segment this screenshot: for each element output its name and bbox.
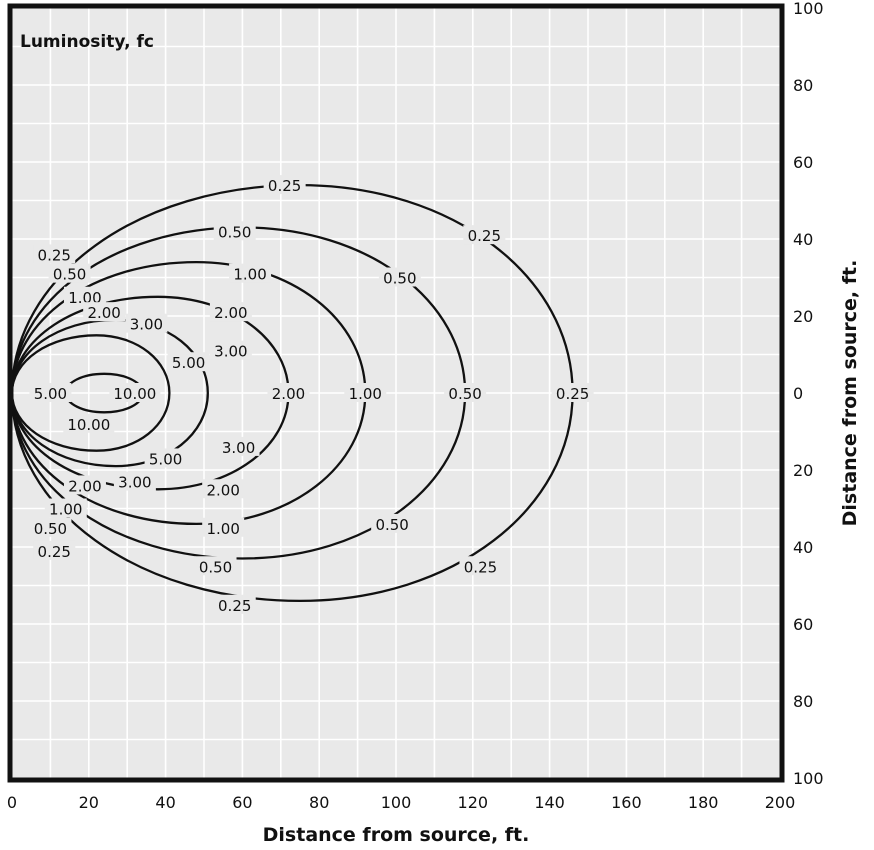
y-tick-label: 80: [793, 692, 813, 711]
contour-label-background: [113, 471, 156, 491]
contour-label-background: [213, 221, 256, 241]
x-axis-ticks: 0 20 40 60 80 100 120 140 160 180 200: [7, 793, 795, 812]
contour-label: 10.00: [113, 385, 156, 403]
contour-label-background: [194, 556, 237, 576]
contour-label-background: [551, 383, 594, 402]
y-axis-ticks: 100 80 60 40 20 0 20 40 60 80 100: [793, 0, 824, 788]
grid-lines: [12, 8, 780, 778]
contour-label-background: [144, 448, 187, 468]
y-tick-label: 100: [793, 769, 824, 788]
contour-label: 0.50: [53, 266, 86, 284]
contour-label: 0.50: [34, 520, 67, 538]
y-axis-title: Distance from source, ft.: [839, 260, 861, 527]
contour-label: 0.25: [556, 385, 589, 403]
contour-label: 0.50: [218, 223, 251, 241]
x-tick-label: 0: [7, 793, 17, 812]
contour-label-background: [48, 263, 91, 283]
contour-label: 2.00: [68, 477, 101, 495]
contour-label-background: [63, 413, 115, 433]
contour-label: 0.50: [375, 516, 408, 534]
plot-frame: [7, 3, 785, 783]
contour-label-background: [229, 263, 272, 283]
y-tick-label: 60: [793, 153, 813, 172]
contour-label: 3.00: [130, 316, 163, 334]
contour-label-background: [459, 556, 502, 576]
contour-label-background: [344, 383, 387, 402]
contour-label-background: [267, 383, 310, 402]
y-tick-label: 40: [793, 230, 813, 249]
contour-label-background: [33, 540, 76, 560]
contour-label: 1.00: [349, 385, 382, 403]
contour-label: 3.00: [118, 474, 151, 492]
y-tick-label: 20: [793, 307, 813, 326]
contour-label-background: [33, 244, 76, 264]
contour-label: 0.25: [268, 177, 301, 195]
y-tick-label: 100: [793, 0, 824, 18]
contour-label: 10.00: [67, 416, 110, 434]
contour-label: 5.00: [172, 354, 205, 372]
x-tick-label: 100: [381, 793, 412, 812]
contour-label-background: [371, 513, 414, 533]
contour-label-background: [202, 479, 245, 499]
x-tick-label: 140: [534, 793, 565, 812]
contour-label-background: [263, 175, 306, 195]
contour-label: 3.00: [214, 343, 247, 361]
contour-label: 0.25: [218, 597, 251, 615]
contour-label: 0.25: [468, 227, 501, 245]
x-tick-label: 120: [458, 793, 489, 812]
contour-label: 0.25: [38, 246, 71, 264]
contour-label-background: [217, 436, 260, 456]
contour-label: 5.00: [34, 385, 67, 403]
contour-label-background: [63, 286, 106, 306]
contour-label-background: [63, 475, 106, 495]
contour-label-background: [29, 383, 72, 402]
contour-label: 0.25: [38, 543, 71, 561]
contour-label-background: [109, 383, 161, 402]
y-tick-label: 0: [793, 384, 803, 403]
x-tick-label: 80: [309, 793, 329, 812]
contour-label: 1.00: [233, 266, 266, 284]
contour-label-background: [202, 517, 245, 537]
contour-line-5.00: [10, 334, 171, 452]
x-tick-label: 40: [155, 793, 175, 812]
contour-label: 5.00: [149, 450, 182, 468]
contour-label: 3.00: [222, 439, 255, 457]
contour-label: 1.00: [206, 520, 239, 538]
contour-label-background: [213, 594, 256, 614]
contour-label: 2.00: [214, 304, 247, 322]
contour-label: 1.00: [49, 501, 82, 519]
y-tick-label: 40: [793, 538, 813, 557]
x-tick-label: 200: [765, 793, 796, 812]
contour-label: 2.00: [206, 481, 239, 499]
contour-label: 0.50: [199, 558, 232, 576]
contour-label: 0.25: [464, 558, 497, 576]
contour-label-background: [125, 313, 168, 333]
contour-label-background: [378, 267, 421, 287]
contour-label-background: [29, 517, 72, 537]
contour-label: 0.50: [448, 385, 481, 403]
contour-label-background: [209, 302, 252, 322]
contour-line-3.00: [10, 318, 209, 468]
x-tick-label: 60: [232, 793, 252, 812]
contour-label-background: [444, 383, 487, 402]
contour-label: 2.00: [87, 304, 120, 322]
x-tick-label: 160: [611, 793, 642, 812]
y-tick-label: 60: [793, 615, 813, 634]
y-tick-label: 20: [793, 461, 813, 480]
contour-label-background: [44, 498, 87, 518]
x-tick-label: 180: [688, 793, 719, 812]
inner-title: Luminosity, fc: [20, 32, 154, 52]
x-tick-label: 20: [79, 793, 99, 812]
contour-label-background: [209, 340, 252, 360]
y-tick-label: 80: [793, 76, 813, 95]
contour-label: 2.00: [272, 385, 305, 403]
contour-label-background: [463, 225, 506, 245]
contour-label-background: [167, 352, 210, 372]
contour-label: 0.50: [383, 270, 416, 288]
contour-labels: 0.25 0.25 0.25 0.25 0.25 0.25 0.25 0.50 0.50 0.50…: [29, 175, 594, 615]
contour-label-background: [83, 302, 126, 322]
x-axis-title: Distance from source, ft.: [263, 824, 530, 846]
